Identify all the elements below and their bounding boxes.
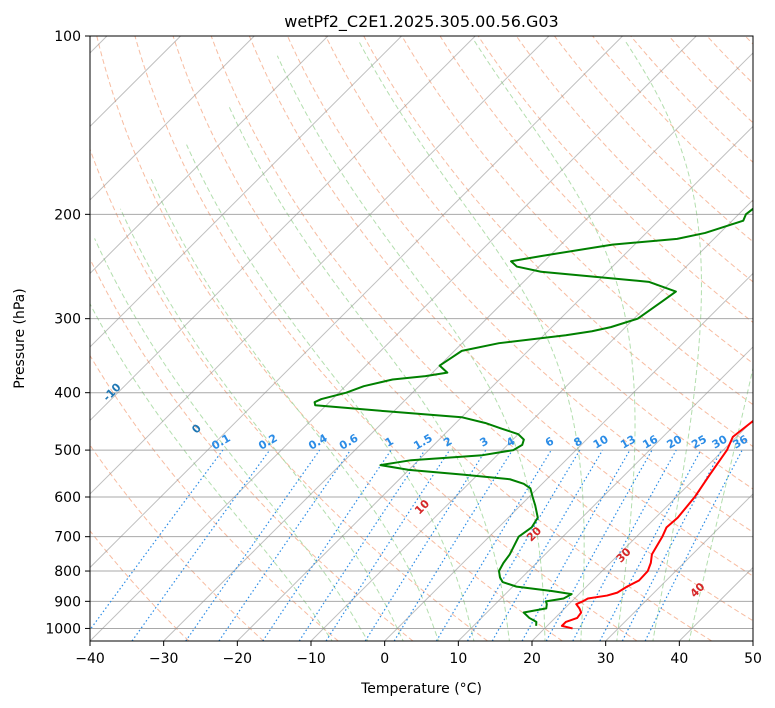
mixing-ratio-line [364,449,487,641]
dry-adiabat-line [325,36,753,490]
x-tick-label: −20 [223,651,253,667]
plot-frame [89,35,754,642]
x-tick-label: 40 [670,651,688,667]
mixing-ratio-line [545,449,653,641]
dry-adiabat-line [401,36,753,406]
mixing-ratio-line [185,449,321,641]
mixing-ratio-line [572,449,677,641]
moist-adiabat-line [186,144,475,641]
y-tick-label: 800 [54,564,81,580]
mixing-ratio-line [218,449,351,641]
mixing-ratio-line [325,449,451,641]
moist-adiabat-line [150,178,440,641]
mixing-ratio-line [393,449,513,641]
dry-adiabat-line [287,36,753,533]
mixing-ratio-line [131,449,271,641]
x-tick-label: −30 [149,651,179,667]
x-tick-label: −40 [75,651,105,667]
dry-adiabat-line [592,36,753,203]
x-tick-label: 10 [449,651,467,667]
isotherm-line [90,36,623,569]
dewpoint-profile-line [313,207,753,626]
isotherm-line [90,36,476,422]
x-tick-label: 50 [744,651,762,667]
x-axis-label: Temperature (°C) [360,681,482,697]
isotherm-line [163,52,753,641]
profile-series [313,207,753,630]
moist-adiabat-line [473,40,636,641]
y-tick-label: 900 [54,594,81,610]
temperature-profile-line [560,419,753,630]
moist-adiabat-line [688,365,753,641]
isotherm-line [384,272,753,641]
dry-adiabat-line [477,36,753,323]
dry-adiabat-line [439,36,753,364]
y-tick-label: 400 [54,386,81,402]
mixing-ratio-line [491,449,604,641]
plot-area: 0.10.20.40.611.52346810131620253036-100-… [90,36,753,641]
dry-adiabat-line [134,36,638,641]
y-tick-label: 200 [54,207,81,223]
mixing-ratio-line [435,449,552,641]
isotherm-line [531,419,753,641]
isotherm-line [90,36,550,495]
y-tick-label: 500 [54,443,81,459]
isotherm-line [605,493,753,641]
isotherm-line [90,36,697,641]
dry-adiabat-line [90,530,190,641]
chart-title: wetPf2_C2E1.2025.305.00.56.G03 [284,12,558,32]
x-tick-label: 20 [523,651,541,667]
y-axis-ticks: 100 200 300 400 500 600 700 800 900 1000 [45,29,90,637]
y-axis-label: Pressure (hPa) [12,288,28,388]
moist-adiabat-line [94,238,369,641]
y-tick-label: 1000 [45,621,81,637]
dry-adiabat-line [90,147,488,641]
moist-adiabats [90,40,753,641]
dry-adiabat-line [210,36,753,622]
moist-adiabat-line [624,40,702,641]
isotherm-line [310,199,753,641]
dry-adiabat-line [96,36,563,641]
isotherm-line [90,36,329,275]
x-axis-ticks: −40 −30 −20 −10 0 10 20 30 40 50 [75,641,762,667]
dry-adiabat-line [90,354,339,641]
y-tick-label: 300 [54,312,81,328]
y-tick-label: 100 [54,29,81,45]
moist-adiabat-line [276,55,546,641]
x-tick-label: 30 [597,651,615,667]
isotherm-line [457,346,753,641]
x-tick-label: 0 [380,651,389,667]
dry-adiabat-line [172,36,713,641]
dry-adiabat-line [248,36,753,577]
moist-adiabat-line [227,104,510,641]
y-tick-label: 700 [54,530,81,546]
pressure-gridlines [90,36,753,629]
y-tick-label: 600 [54,490,81,506]
dry-adiabat-line [90,257,414,641]
moist-adiabat-line [358,40,585,641]
isotherm-line [90,36,402,348]
moist-adiabat-line [119,208,404,641]
x-tick-label: −10 [296,651,326,667]
isotherm-line [90,36,255,201]
mixing-ratio-line [466,449,581,641]
